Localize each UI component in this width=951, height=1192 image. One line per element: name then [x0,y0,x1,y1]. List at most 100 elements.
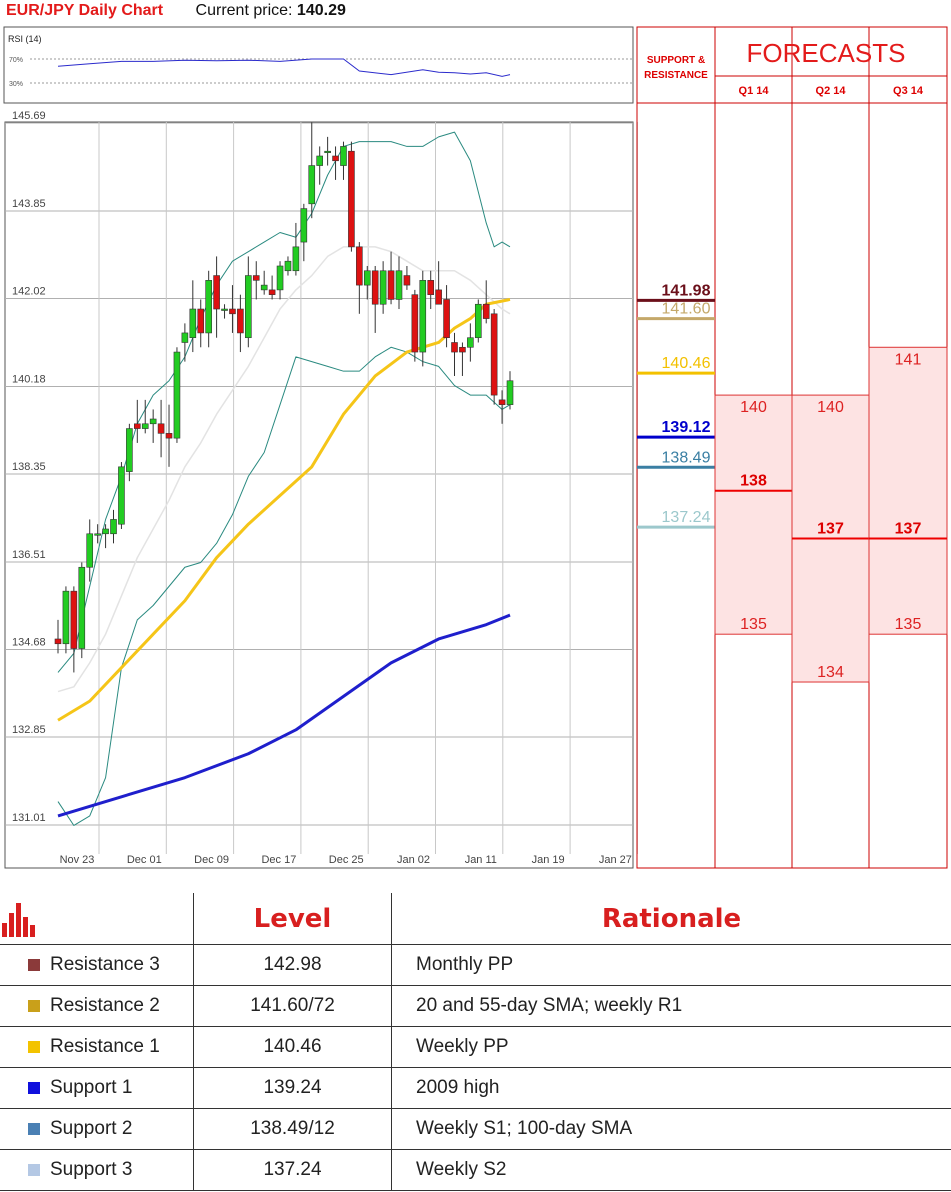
x-tick-label: Dec 25 [329,854,364,866]
candle [221,304,228,319]
plot-area [4,121,634,869]
sma200-line [57,613,511,818]
y-tick-label: 138.35 [12,461,46,473]
candle-body [371,270,379,305]
candle [189,280,197,353]
candle-body [348,150,355,248]
x-tick-label: Nov 23 [60,854,95,866]
level-value: 139.24 [193,1067,392,1109]
y-tick-label: 143.85 [12,198,46,210]
chart-header: EUR/JPY Daily Chart Current price: 140.2… [6,2,346,24]
level-swatch [28,1082,40,1094]
candle-body [363,270,371,286]
candle [110,509,117,544]
level-name: Resistance 2 [0,985,194,1027]
candle-body [506,380,514,405]
x-tick-label: Dec 17 [261,854,296,866]
sr-title: SUPPORT & RESISTANCE [644,55,708,81]
candle-body [308,165,316,205]
candle-body [324,150,331,154]
candle-body [474,303,482,339]
candle [245,256,252,348]
sr-level-label: 140.46 [662,355,711,372]
candle-body [292,246,300,272]
candle-body [427,280,435,295]
candle [300,203,308,262]
candle [387,251,395,305]
candle-body [451,342,458,353]
level-rationale: Weekly S2 [391,1149,951,1191]
x-tick-label: Jan 11 [465,854,497,866]
table-row: Resistance 2 141.60/72 20 and 55-day SMA; … [0,985,951,1027]
candle [62,586,70,654]
candle [427,270,435,310]
price-value: 140.29 [296,2,346,19]
candle-body [459,346,466,353]
candle-body [118,466,125,525]
level-value: 137.24 [193,1149,392,1191]
candle [173,347,181,443]
price-label: Current price: [195,2,293,19]
candle [459,342,466,376]
candle-body [245,275,252,339]
forecast-range [714,394,793,635]
candle-body [173,351,181,439]
candle-body [126,428,133,472]
level-swatch [28,1123,40,1135]
level-name-text: Support 3 [50,1159,133,1180]
candle [118,462,125,529]
level-name-text: Resistance 1 [50,1036,160,1057]
y-tick-label: 134.68 [12,637,46,649]
forecast-high: 140 [817,399,844,416]
level-rationale: Weekly PP [391,1026,951,1068]
bar-chart-icon [0,893,194,945]
sr-level-label: 141.60 [662,301,711,318]
candle-body [443,299,450,339]
candle-body [165,433,173,439]
y-tick-label: 140.18 [12,373,46,385]
level-name-text: Support 2 [50,1118,133,1139]
candle-body [213,275,220,310]
candle [260,270,268,295]
candle-body [252,275,260,281]
candle [498,390,506,424]
level-rationale: Monthly PP [391,944,951,986]
candle-body [260,284,268,291]
candle [276,261,284,300]
sr-level-label: 141.98 [662,282,711,299]
bollinger-lower-line [57,346,511,826]
rsi-tick-label: 70% [9,57,23,64]
forecast-mid: 137 [817,521,844,538]
candle-body [435,289,442,305]
candle [54,619,62,654]
candle [149,409,157,443]
rsi-label: RSI (14) [8,34,42,44]
candle-body [411,294,419,353]
candle [165,404,173,467]
candle [157,399,165,458]
candle [482,280,490,324]
candle [126,423,133,482]
level-value: 140.46 [193,1026,392,1068]
candle [237,294,244,353]
forecast-low: 135 [740,616,767,633]
sr-level-label: 139.12 [662,419,711,436]
candle [340,141,347,180]
rsi-line [57,58,511,77]
forecasts-title: FORECASTS [747,38,906,68]
candle-body [387,270,395,300]
sma55-line [57,297,511,722]
level-swatch [28,1041,40,1053]
y-tick-label: 136.51 [12,549,46,561]
candle [451,332,458,376]
x-tick-label: Jan 27 [599,854,632,866]
level-name: Support 2 [0,1108,194,1150]
candle [268,275,276,300]
candle-body [181,332,189,343]
candle [379,261,387,314]
forecast-mid: 137 [895,521,922,538]
forecast-range [868,346,948,635]
candle-body [62,590,70,645]
forecast-high: 140 [740,399,767,416]
candle [252,261,260,300]
